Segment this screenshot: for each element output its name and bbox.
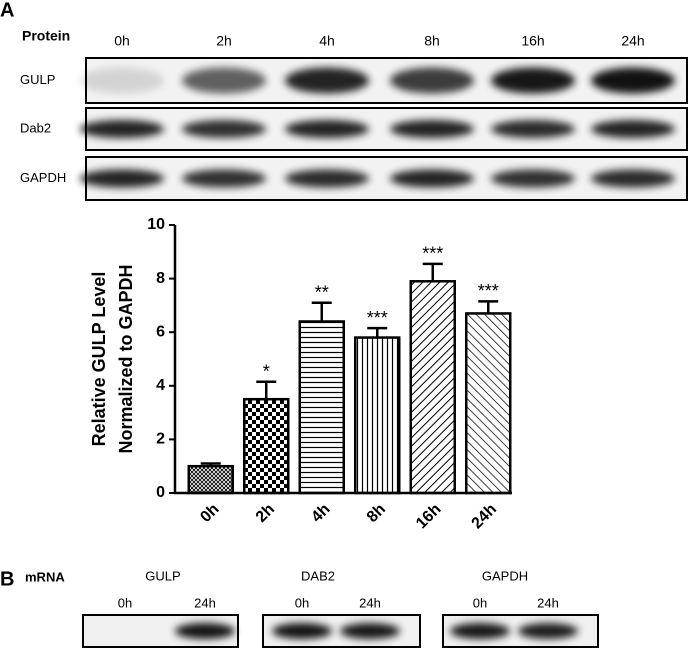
- blot-header: Protein: [22, 28, 70, 44]
- blot-frame: [82, 614, 239, 648]
- bar: [465, 312, 512, 495]
- blot-band: [390, 169, 474, 188]
- blot-band: [450, 623, 510, 639]
- blot-header: mRNA: [25, 569, 65, 584]
- y-tick-label: 0: [156, 484, 165, 501]
- blot-band: [285, 120, 369, 138]
- significance-label: **: [315, 282, 329, 302]
- lane-label: 24h: [359, 595, 381, 610]
- blot-frame: [262, 614, 421, 648]
- y-tick-label: 4: [156, 377, 165, 394]
- bar: [409, 280, 456, 495]
- x-tick-label: 4h: [308, 501, 333, 526]
- lane-label: 24h: [194, 595, 216, 610]
- significance-label: *: [263, 362, 270, 382]
- gene-label: GULP: [145, 568, 180, 583]
- y-tick-label: 8: [156, 270, 165, 287]
- blot-band: [491, 67, 575, 94]
- blot-band: [272, 623, 332, 639]
- row-label: GULP: [20, 72, 55, 87]
- blot-band: [182, 67, 266, 94]
- panel-label: B: [0, 568, 14, 590]
- bar: [187, 464, 234, 495]
- lane-label: 0h: [295, 595, 309, 610]
- row-label: GAPDH: [20, 170, 66, 185]
- blot-band: [80, 169, 164, 188]
- significance-label: ***: [478, 281, 499, 301]
- blot-band: [80, 67, 164, 94]
- gene-label: DAB2: [301, 568, 335, 583]
- significance-label: ***: [367, 308, 388, 328]
- blot-frame: [85, 107, 688, 151]
- blot-band: [491, 120, 575, 138]
- x-tick-label: 0h: [197, 501, 222, 526]
- blot-band: [390, 67, 474, 94]
- y-tick-label: 2: [156, 431, 165, 448]
- panel-label: A: [0, 0, 14, 21]
- bar: [298, 320, 345, 495]
- lane-label: 24h: [537, 595, 559, 610]
- blot-band: [340, 623, 400, 639]
- lane-label: 24h: [621, 33, 644, 49]
- blot-band: [591, 67, 675, 94]
- lane-label: 0h: [118, 595, 132, 610]
- blot-band: [390, 120, 474, 138]
- y-axis-label: Relative GULP Level: [89, 272, 109, 447]
- lane-label: 4h: [319, 33, 335, 49]
- blot-band: [591, 169, 675, 188]
- lane-label: 2h: [216, 33, 232, 49]
- lane-label: 0h: [114, 33, 130, 49]
- row-label: Dab2: [20, 120, 51, 135]
- y-axis-label: Normalized to GAPDH: [116, 264, 136, 453]
- bar: [243, 397, 290, 495]
- lane-label: 0h: [473, 595, 487, 610]
- x-tick-label: 8h: [364, 501, 389, 526]
- x-tick-label: 2h: [253, 501, 278, 526]
- blot-band: [285, 67, 369, 94]
- blot-band: [491, 169, 575, 188]
- blot-frame: [85, 57, 688, 104]
- blot-band: [175, 623, 235, 639]
- gene-label: GAPDH: [482, 568, 528, 583]
- bar: [354, 336, 401, 495]
- significance-label: ***: [422, 244, 443, 264]
- blot-band: [80, 120, 164, 138]
- blot-frame: [442, 614, 599, 648]
- blot-band: [285, 169, 369, 188]
- lane-label: 8h: [424, 33, 440, 49]
- x-tick-label: 16h: [413, 501, 445, 533]
- blot-frame: [85, 156, 688, 201]
- y-tick-label: 6: [156, 323, 165, 340]
- blot-band: [518, 623, 578, 639]
- lane-label: 16h: [521, 33, 544, 49]
- x-tick-label: 24h: [469, 501, 501, 533]
- blot-band: [182, 120, 266, 138]
- y-tick-label: 10: [147, 216, 165, 233]
- blot-band: [591, 120, 675, 138]
- blot-band: [182, 169, 266, 188]
